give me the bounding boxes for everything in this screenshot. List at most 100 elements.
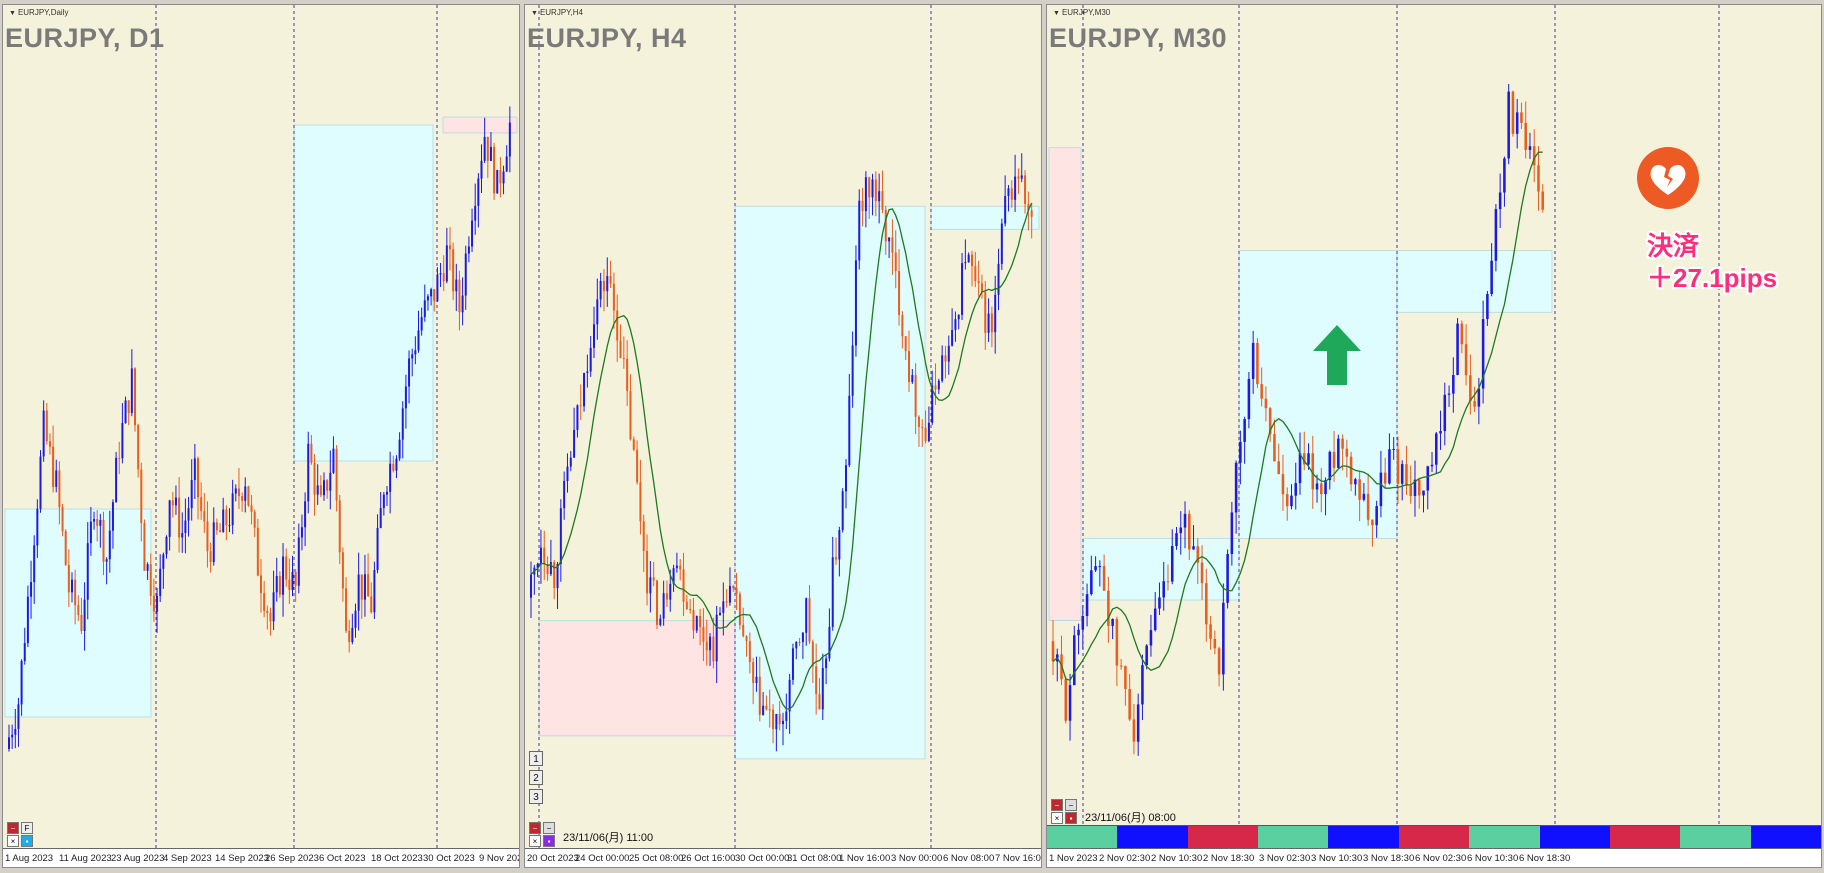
x-axis-label: 18 Oct 2023 xyxy=(371,853,423,864)
preset-button-3[interactable]: 3 xyxy=(529,789,543,804)
close-small-button[interactable]: × xyxy=(1051,812,1063,824)
candle-body xyxy=(1064,679,1068,721)
candle-body xyxy=(159,568,162,596)
candle-body xyxy=(426,296,429,301)
gray-minus-button[interactable]: − xyxy=(543,822,555,834)
candle-body xyxy=(1290,495,1293,507)
candle-body xyxy=(559,508,562,564)
x-axis-label: 4 Sep 2023 xyxy=(163,853,212,864)
candle-body xyxy=(178,497,181,538)
chart-plot-h4[interactable] xyxy=(525,5,1042,868)
candle-body xyxy=(1354,479,1357,485)
candle-body xyxy=(1464,344,1468,376)
candle-body xyxy=(629,391,632,440)
candle-body xyxy=(1383,472,1387,484)
candle-body xyxy=(209,551,212,563)
candle-body xyxy=(1413,479,1417,497)
candle-body xyxy=(124,400,127,423)
candle-body xyxy=(967,254,970,263)
price-zone xyxy=(1396,250,1553,313)
candle-body xyxy=(791,648,794,680)
gray-minus-button[interactable]: − xyxy=(1065,799,1077,811)
chart-plot-d1[interactable] xyxy=(3,5,520,868)
candle-body xyxy=(168,500,171,537)
candle-body xyxy=(1507,91,1510,159)
candle-body xyxy=(341,552,344,589)
red-minus-button[interactable]: − xyxy=(529,822,541,834)
candle-body xyxy=(96,519,99,526)
candle-body xyxy=(313,462,316,495)
candle-body xyxy=(871,179,874,198)
candle-body xyxy=(788,679,791,712)
candle-body xyxy=(370,596,373,613)
candle-body xyxy=(1460,323,1464,345)
chart-window-h4[interactable]: ▼ EURJPY,H4 EURJPY, H4 1 2 3 − − × ▪ 23/1… xyxy=(524,4,1042,868)
candle-body xyxy=(130,368,133,413)
close-small-button[interactable]: × xyxy=(7,835,19,847)
candle-body xyxy=(414,350,417,355)
candle-body xyxy=(1051,641,1055,662)
candle-body xyxy=(626,358,629,392)
chart-window-d1[interactable]: ▼ EURJPY,Daily EURJPY, D1 − F × ▪ 1 Aug 2… xyxy=(2,4,520,868)
red-minus-button[interactable]: − xyxy=(7,822,19,834)
candle-body xyxy=(102,519,105,562)
red-toggle-button[interactable]: ▪ xyxy=(1065,812,1077,824)
candle-body xyxy=(1017,176,1020,179)
f-button[interactable]: F xyxy=(21,822,33,834)
candle-body xyxy=(1324,480,1327,495)
candle-body xyxy=(679,565,682,570)
candle-body xyxy=(253,511,256,528)
candle-body xyxy=(300,527,303,538)
red-minus-button[interactable]: − xyxy=(1051,799,1063,811)
candle-body xyxy=(351,627,354,642)
candle-body xyxy=(977,280,980,284)
candle-body xyxy=(1094,566,1097,571)
candle-body xyxy=(752,662,755,684)
candle-body xyxy=(672,568,675,584)
candle-body xyxy=(891,237,894,253)
candle-body xyxy=(888,237,891,242)
candle-body xyxy=(745,636,748,642)
candle-body xyxy=(639,482,642,522)
x-axis-label: 6 Oct 2023 xyxy=(319,853,366,864)
blue-toggle-button[interactable]: ▪ xyxy=(21,835,33,847)
preset-button-1[interactable]: 1 xyxy=(529,751,543,766)
x-axis-label: 26 Sep 2023 xyxy=(265,853,319,864)
candle-body xyxy=(904,336,907,352)
purple-toggle-button[interactable]: ▪ xyxy=(543,835,555,847)
candle-body xyxy=(316,485,319,495)
x-axis-label: 3 Nov 18:30 xyxy=(1363,853,1415,864)
candle-body xyxy=(8,737,10,749)
candle-body xyxy=(728,585,731,603)
close-small-button[interactable]: × xyxy=(529,835,541,847)
candle-body xyxy=(373,570,376,613)
candle-body xyxy=(404,386,407,409)
candle-body xyxy=(811,641,814,667)
candle-body xyxy=(536,563,539,568)
candle-body xyxy=(579,405,582,407)
candle-body xyxy=(1320,483,1323,495)
candle-body xyxy=(1490,260,1493,295)
candle-body xyxy=(231,493,234,526)
candle-body xyxy=(1307,453,1310,465)
preset-button-2[interactable]: 2 xyxy=(529,770,543,785)
session-color-segment xyxy=(1117,826,1188,848)
candle-body xyxy=(908,351,910,383)
candle-body xyxy=(244,486,247,501)
candle-body xyxy=(649,577,652,594)
candle-body xyxy=(118,457,121,459)
candle-body xyxy=(911,375,914,383)
candle-body xyxy=(782,720,784,725)
candle-body xyxy=(1494,209,1498,261)
candle-body xyxy=(980,283,983,293)
candle-body xyxy=(709,636,712,651)
price-zone xyxy=(1238,250,1398,539)
candle-body xyxy=(874,179,877,202)
candle-body xyxy=(735,588,738,594)
candle-body xyxy=(1256,342,1259,385)
candle-body xyxy=(197,458,199,498)
candle-body xyxy=(1443,394,1447,432)
chart-plot-m30[interactable] xyxy=(1047,5,1822,868)
chart-window-m30[interactable]: ▼ EURJPY,M30 EURJPY, M30 決済 ＋27.1pips − −… xyxy=(1046,4,1822,868)
candle-body xyxy=(417,330,420,351)
